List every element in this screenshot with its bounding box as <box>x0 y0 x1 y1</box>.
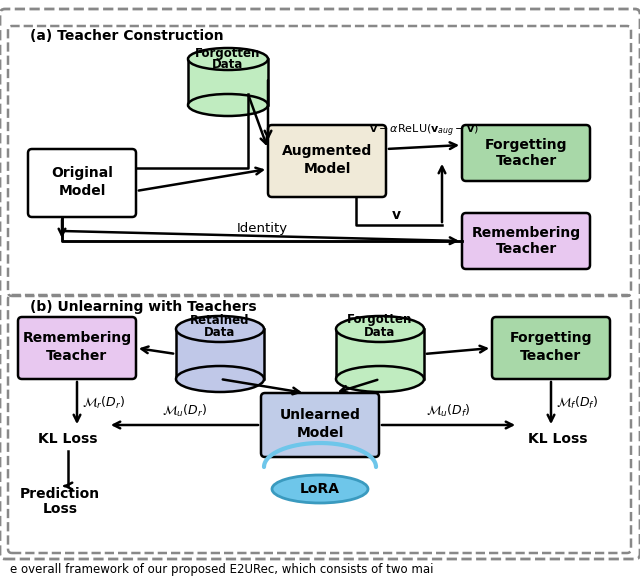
Text: Data: Data <box>364 326 396 339</box>
Text: KL Loss: KL Loss <box>528 432 588 446</box>
Text: $\mathcal{M}_u(D_r)$: $\mathcal{M}_u(D_r)$ <box>162 403 207 419</box>
Bar <box>176 329 264 379</box>
Text: $\mathbf{v}$: $\mathbf{v}$ <box>391 208 402 222</box>
Text: Model: Model <box>303 162 351 176</box>
FancyBboxPatch shape <box>462 213 590 269</box>
Text: (a) Teacher Construction: (a) Teacher Construction <box>30 29 223 43</box>
Text: e overall framework of our proposed E2URec, which consists of two mai: e overall framework of our proposed E2UR… <box>10 564 433 576</box>
Ellipse shape <box>176 316 264 342</box>
Ellipse shape <box>272 475 368 503</box>
Text: Augmented: Augmented <box>282 144 372 158</box>
Text: Retained: Retained <box>190 313 250 326</box>
Ellipse shape <box>336 366 424 392</box>
Text: $\mathcal{M}_r(D_r)$: $\mathcal{M}_r(D_r)$ <box>82 395 125 411</box>
Text: Forgotten: Forgotten <box>195 46 260 59</box>
Text: Data: Data <box>204 326 236 339</box>
Ellipse shape <box>176 366 264 392</box>
FancyBboxPatch shape <box>462 125 590 181</box>
Bar <box>188 59 268 105</box>
Text: Remembering: Remembering <box>22 331 132 345</box>
Text: Teacher: Teacher <box>495 154 557 168</box>
Text: Model: Model <box>296 426 344 440</box>
FancyBboxPatch shape <box>28 149 136 217</box>
Text: Teacher: Teacher <box>46 349 108 363</box>
Text: Remembering: Remembering <box>472 226 580 240</box>
Text: Data: Data <box>212 59 244 72</box>
FancyBboxPatch shape <box>18 317 136 379</box>
Text: Teacher: Teacher <box>520 349 582 363</box>
Text: Forgetting: Forgetting <box>509 331 592 345</box>
Text: Original: Original <box>51 166 113 180</box>
FancyBboxPatch shape <box>492 317 610 379</box>
Text: $\mathcal{M}_u(D_f)$: $\mathcal{M}_u(D_f)$ <box>426 403 470 419</box>
Ellipse shape <box>336 316 424 342</box>
Text: KL Loss: KL Loss <box>38 432 98 446</box>
Text: Forgotten: Forgotten <box>348 313 413 326</box>
Text: LoRA: LoRA <box>300 482 340 496</box>
Text: Loss: Loss <box>42 502 77 516</box>
Text: Forgetting: Forgetting <box>484 138 567 152</box>
Text: Unlearned: Unlearned <box>280 408 360 422</box>
Text: (b) Unlearning with Teachers: (b) Unlearning with Teachers <box>30 300 257 314</box>
FancyBboxPatch shape <box>261 393 379 457</box>
Text: Identity: Identity <box>236 222 287 235</box>
Ellipse shape <box>188 94 268 116</box>
Text: Prediction: Prediction <box>20 487 100 501</box>
Text: $\mathcal{M}_f(D_f)$: $\mathcal{M}_f(D_f)$ <box>556 395 598 411</box>
Text: Teacher: Teacher <box>495 242 557 256</box>
Text: Model: Model <box>58 184 106 198</box>
FancyBboxPatch shape <box>268 125 386 197</box>
Ellipse shape <box>188 48 268 70</box>
Text: $\mathbf{v} - \alpha\mathrm{ReLU}(\mathbf{v}_{aug} - \mathbf{v})$: $\mathbf{v} - \alpha\mathrm{ReLU}(\mathb… <box>369 123 479 139</box>
Bar <box>336 329 424 379</box>
